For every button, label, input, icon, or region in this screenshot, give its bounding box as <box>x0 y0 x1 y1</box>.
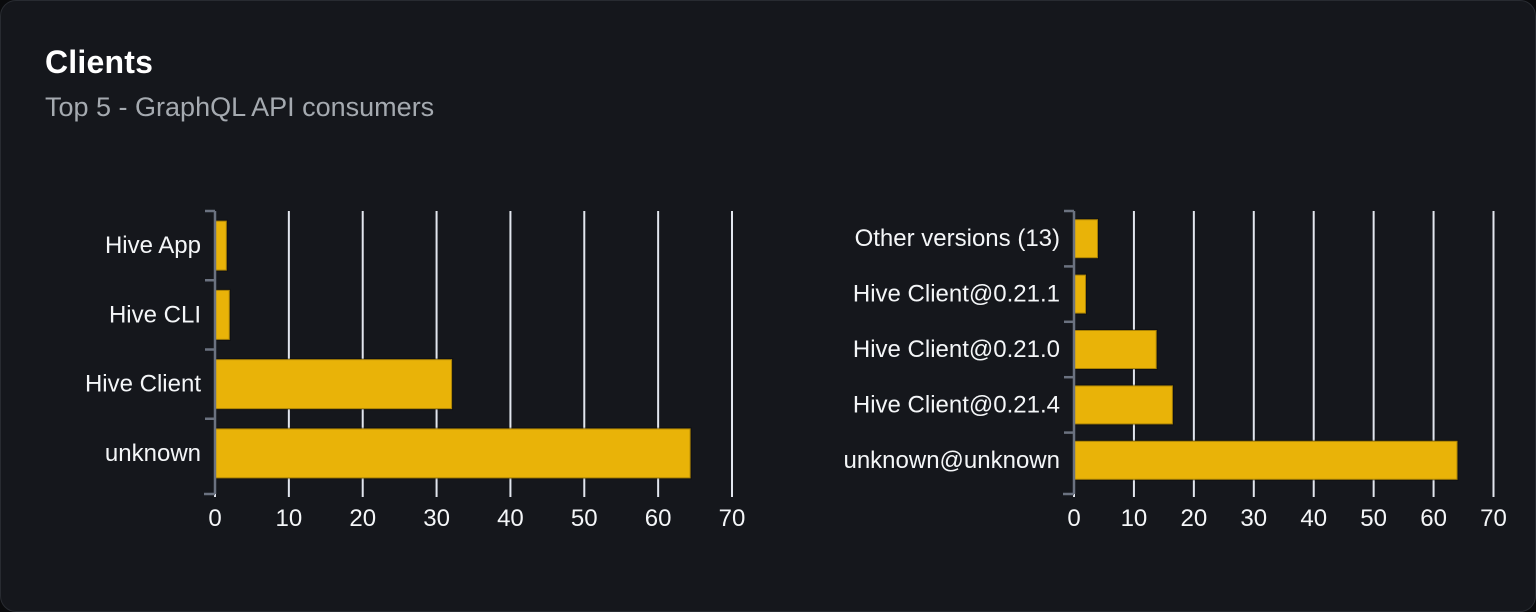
card-subtitle: Top 5 - GraphQL API consumers <box>45 92 435 122</box>
bar[interactable] <box>214 358 454 411</box>
x-tick-label: 10 <box>276 505 303 532</box>
category-label: Hive CLI <box>109 301 201 328</box>
bar[interactable] <box>1073 329 1158 370</box>
x-tick-label: 50 <box>1360 505 1387 532</box>
x-tick-label: 30 <box>1240 505 1267 532</box>
category-label: Hive Client@0.21.1 <box>853 281 1060 308</box>
category-label: unknown <box>105 440 201 467</box>
bar[interactable] <box>214 288 231 341</box>
x-tick-label: 40 <box>497 505 524 532</box>
category-label: Hive App <box>105 232 201 259</box>
x-tick-label: 10 <box>1121 505 1148 532</box>
category-label: Hive Client@0.21.4 <box>853 391 1060 418</box>
clients-by-name-chart: 0 10 20 30 40 50 60 70 Hive App Hive CLI Hive Clie… <box>85 209 746 532</box>
clients-by-version-chart: 0 10 20 30 40 50 60 70 Other versions (13) Hive C… <box>843 209 1507 532</box>
bar[interactable] <box>1073 384 1174 426</box>
card-title: Clients <box>45 44 154 80</box>
x-tick-label: 20 <box>349 505 376 532</box>
x-tick-label: 50 <box>571 505 598 532</box>
x-tick-label: 40 <box>1300 505 1327 532</box>
category-label: Other versions (13) <box>855 225 1060 252</box>
bar[interactable] <box>1073 273 1087 315</box>
bar[interactable] <box>214 427 692 480</box>
card-header: Clients Top 5 - GraphQL API consumers <box>45 43 434 123</box>
category-label: Hive Client <box>85 371 201 398</box>
bar[interactable] <box>214 219 228 272</box>
x-tick-label: 70 <box>719 505 746 532</box>
bar[interactable] <box>1073 218 1099 260</box>
x-tick-label: 30 <box>423 505 450 532</box>
category-label: Hive Client@0.21.0 <box>853 336 1060 363</box>
x-tick-label: 20 <box>1181 505 1208 532</box>
category-label: unknown@unknown <box>843 447 1060 474</box>
x-tick-label: 70 <box>1480 505 1507 532</box>
x-tick-label: 60 <box>645 505 672 532</box>
bar[interactable] <box>1073 439 1459 481</box>
x-tick-label: 0 <box>208 505 221 532</box>
x-tick-label: 60 <box>1420 505 1447 532</box>
x-tick-label: 0 <box>1067 505 1080 532</box>
